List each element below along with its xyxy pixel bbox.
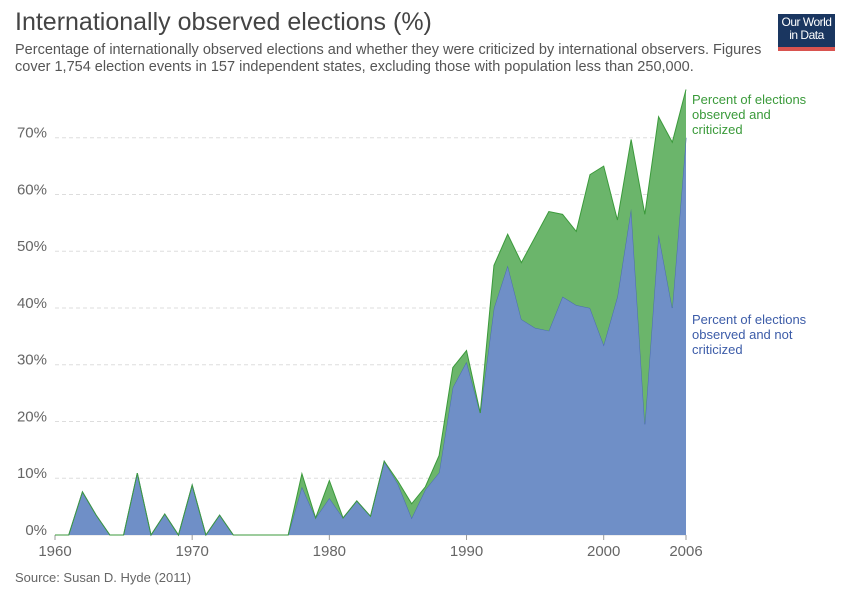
series-label: Percent of elections observed and not cr… [692, 312, 807, 357]
y-tick-label: 40% [17, 295, 47, 312]
area [55, 137, 686, 535]
x-tick-label: 2006 [669, 543, 702, 560]
y-tick-label: 70% [17, 125, 47, 142]
series-label: Percent of elections observed and critic… [692, 92, 807, 137]
logo[interactable]: Our World in Data [778, 14, 835, 51]
y-tick-label: 50% [17, 238, 47, 255]
source: Source: Susan D. Hyde (2011) [15, 570, 192, 585]
subtitle-line: Percentage of internationally observed e… [15, 42, 762, 58]
subtitle-line: cover 1,754 election events in 157 indep… [15, 59, 694, 75]
y-tick-label: 30% [17, 352, 47, 369]
y-tick-label: 0% [25, 522, 47, 539]
chart-title: Internationally observed elections (%) [15, 8, 432, 36]
x-tick-label: 1980 [313, 543, 346, 560]
x-tick-label: 1990 [450, 543, 483, 560]
x-tick-label: 1960 [38, 543, 71, 560]
logo-line: Our World [781, 15, 832, 29]
y-tick-label: 10% [17, 465, 47, 482]
logo-line: in Data [789, 28, 824, 42]
y-tick-label: 60% [17, 181, 47, 198]
y-tick-label: 20% [17, 408, 47, 425]
chart-subtitle: Percentage of internationally observed e… [15, 42, 761, 76]
x-tick-label: 2000 [587, 543, 620, 560]
x-tick-label: 1970 [175, 543, 208, 560]
area-edge [55, 89, 687, 537]
